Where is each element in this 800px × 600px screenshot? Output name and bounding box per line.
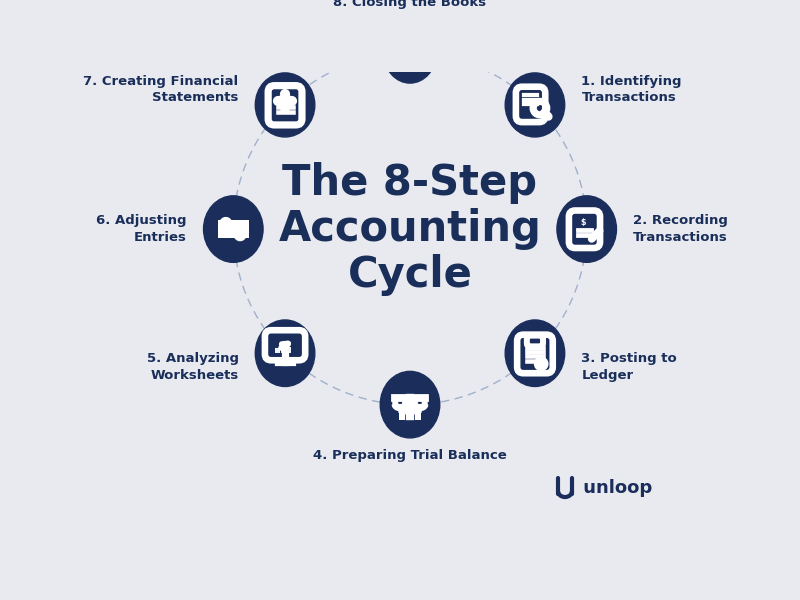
Text: unloop: unloop — [578, 479, 653, 497]
Text: 4. Preparing Trial Balance: 4. Preparing Trial Balance — [313, 449, 507, 462]
Text: 1. Identifying
Transactions: 1. Identifying Transactions — [582, 75, 682, 104]
FancyBboxPatch shape — [287, 347, 291, 353]
FancyBboxPatch shape — [275, 347, 280, 353]
Text: 2. Recording
Transactions: 2. Recording Transactions — [634, 214, 728, 244]
Ellipse shape — [380, 371, 440, 438]
Text: The 8-Step: The 8-Step — [282, 162, 538, 204]
Text: $: $ — [580, 218, 586, 227]
Ellipse shape — [557, 196, 617, 262]
Text: 3. Posting to
Ledger: 3. Posting to Ledger — [582, 352, 677, 382]
Ellipse shape — [505, 320, 565, 386]
Ellipse shape — [255, 73, 315, 137]
Text: Accounting: Accounting — [278, 208, 542, 250]
Ellipse shape — [384, 24, 436, 83]
Text: Cycle: Cycle — [347, 254, 473, 296]
Text: 5. Analyzing
Worksheets: 5. Analyzing Worksheets — [146, 352, 238, 382]
Circle shape — [222, 220, 229, 227]
Circle shape — [231, 226, 238, 232]
Text: 8. Closing the Books: 8. Closing the Books — [334, 0, 486, 9]
Ellipse shape — [203, 196, 263, 262]
Ellipse shape — [255, 320, 315, 386]
Ellipse shape — [505, 73, 565, 137]
FancyBboxPatch shape — [281, 344, 286, 353]
Text: 7. Creating Financial
Statements: 7. Creating Financial Statements — [83, 75, 238, 104]
Circle shape — [237, 232, 243, 238]
Text: 6. Adjusting
Entries: 6. Adjusting Entries — [96, 214, 187, 244]
